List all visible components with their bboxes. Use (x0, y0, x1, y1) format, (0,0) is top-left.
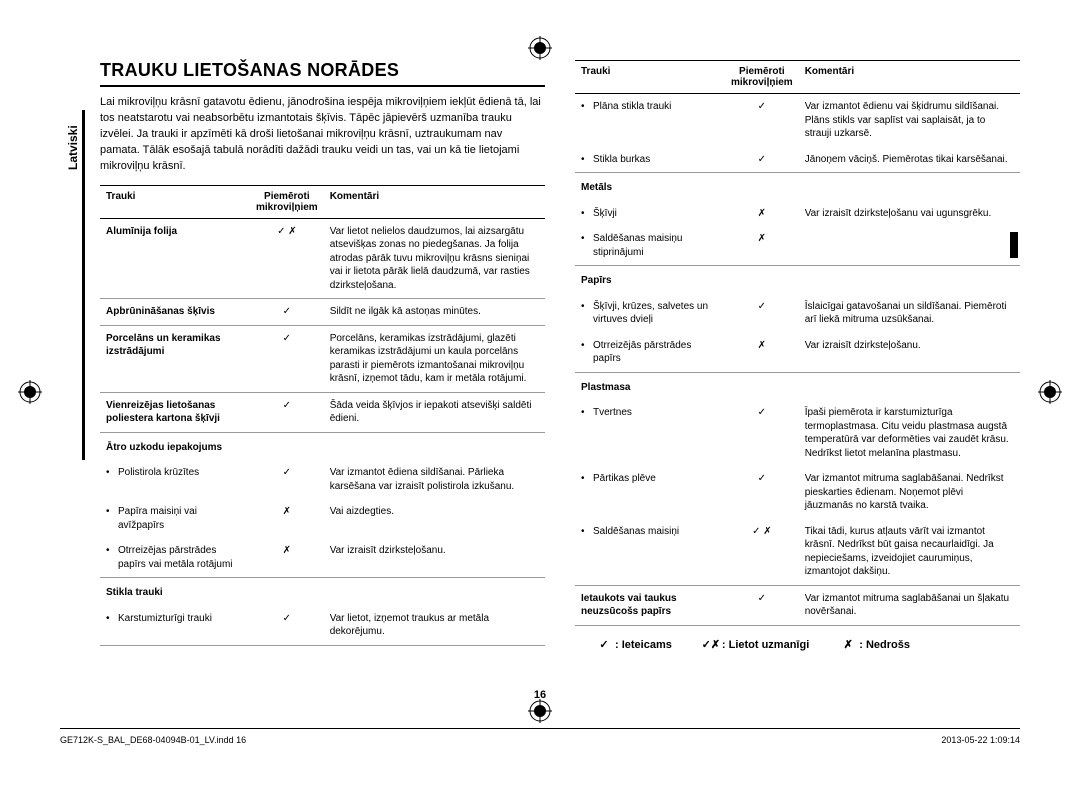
cookware-table-right: Trauki Piemēroti mikroviļņiem Komentāri … (575, 60, 1020, 626)
table-row: •Saldēšanas maisiņu stiprinājumi✗ (575, 226, 1020, 266)
footer-timestamp: 2013-05-22 1:09:14 (941, 735, 1020, 745)
legend: ✓: Ieteicams ✓✗: Lietot uzmanīgi ✗: Nedr… (575, 638, 1020, 651)
table-subheading: Ātro uzkodu iepakojums (100, 432, 545, 460)
table-row: •Otrreizējas pārstrādes papīrs vai metāl… (100, 538, 545, 578)
table-subheading: Papīrs (575, 266, 1020, 294)
table-row: Apbrūnināšanas šķīvis✓Sildīt ne ilgāk kā… (100, 299, 545, 326)
table-subheading: Stikla trauki (100, 578, 545, 606)
registration-mark-icon (1038, 380, 1062, 404)
table-row: Alumīnija folija✓ ✗Var lietot nelielos d… (100, 218, 545, 299)
table-row: •Tvertnes✓Īpaši piemērota ir karstumiztu… (575, 400, 1020, 466)
registration-mark-icon (528, 699, 552, 723)
print-footer: GE712K-S_BAL_DE68-04094B-01_LV.indd 16 2… (60, 728, 1020, 745)
table-row: •Saldēšanas maisiņi✓ ✗Tikai tādi, kurus … (575, 519, 1020, 586)
table-row: •Šķīvji✗Var izraisīt dzirksteļošanu vai … (575, 201, 1020, 227)
cookware-table-left: Trauki Piemēroti mikroviļņiem Komentāri … (100, 185, 545, 646)
table-row: Ietaukots vai taukus neuzsūcošs papīrs✓V… (575, 585, 1020, 625)
th-piemeroti: Piemēroti mikroviļņiem (725, 61, 799, 94)
footer-filename: GE712K-S_BAL_DE68-04094B-01_LV.indd 16 (60, 735, 246, 745)
th-trauki: Trauki (575, 61, 725, 94)
side-index-bar (82, 110, 85, 460)
table-row: •Šķīvji, krūzes, salvetes un virtuves dv… (575, 294, 1020, 333)
table-row: •Otrreizējās pārstrādes papīrs✗Var izrai… (575, 333, 1020, 373)
table-row: •Pārtikas plēve✓Var izmantot mitruma sag… (575, 466, 1020, 519)
margin-index-mark (1010, 232, 1018, 258)
table-subheading: Metāls (575, 173, 1020, 201)
registration-mark-icon (528, 36, 552, 60)
left-column: TRAUKU LIETOŠANAS NORĀDES Lai mikroviļņu… (100, 60, 545, 651)
th-komentari: Komentāri (799, 61, 1020, 94)
registration-mark-icon (18, 380, 42, 404)
intro-paragraph: Lai mikroviļņu krāsnī gatavotu ēdienu, j… (100, 95, 545, 175)
table-row: •Polistirola krūzītes✓Var izmantot ēdien… (100, 460, 545, 499)
th-trauki: Trauki (100, 185, 250, 218)
th-piemeroti: Piemēroti mikroviļņiem (250, 185, 324, 218)
table-row: Porcelāns un keramikas izstrādājumi✓Porc… (100, 325, 545, 392)
table-row: •Plāna stikla trauki✓Var izmantot ēdienu… (575, 94, 1020, 147)
page: Latviski TRAUKU LIETOŠANAS NORĀDES Lai m… (0, 0, 1080, 787)
right-column: Trauki Piemēroti mikroviļņiem Komentāri … (575, 60, 1020, 651)
table-row: •Karstumizturīgi trauki✓Var lietot, izņe… (100, 606, 545, 646)
table-row: Vienreizējas lietošanas poliestera karto… (100, 392, 545, 432)
th-komentari: Komentāri (324, 185, 545, 218)
table-row: •Stikla burkas✓Jānoņem vāciņš. Piemērota… (575, 147, 1020, 173)
table-subheading: Plastmasa (575, 372, 1020, 400)
language-tab: Latviski (66, 125, 80, 170)
table-row: •Papīra maisiņi vai avīžpapīrs✗Vai aizde… (100, 499, 545, 538)
page-number: 16 (0, 689, 1080, 701)
section-heading: TRAUKU LIETOŠANAS NORĀDES (100, 60, 545, 87)
